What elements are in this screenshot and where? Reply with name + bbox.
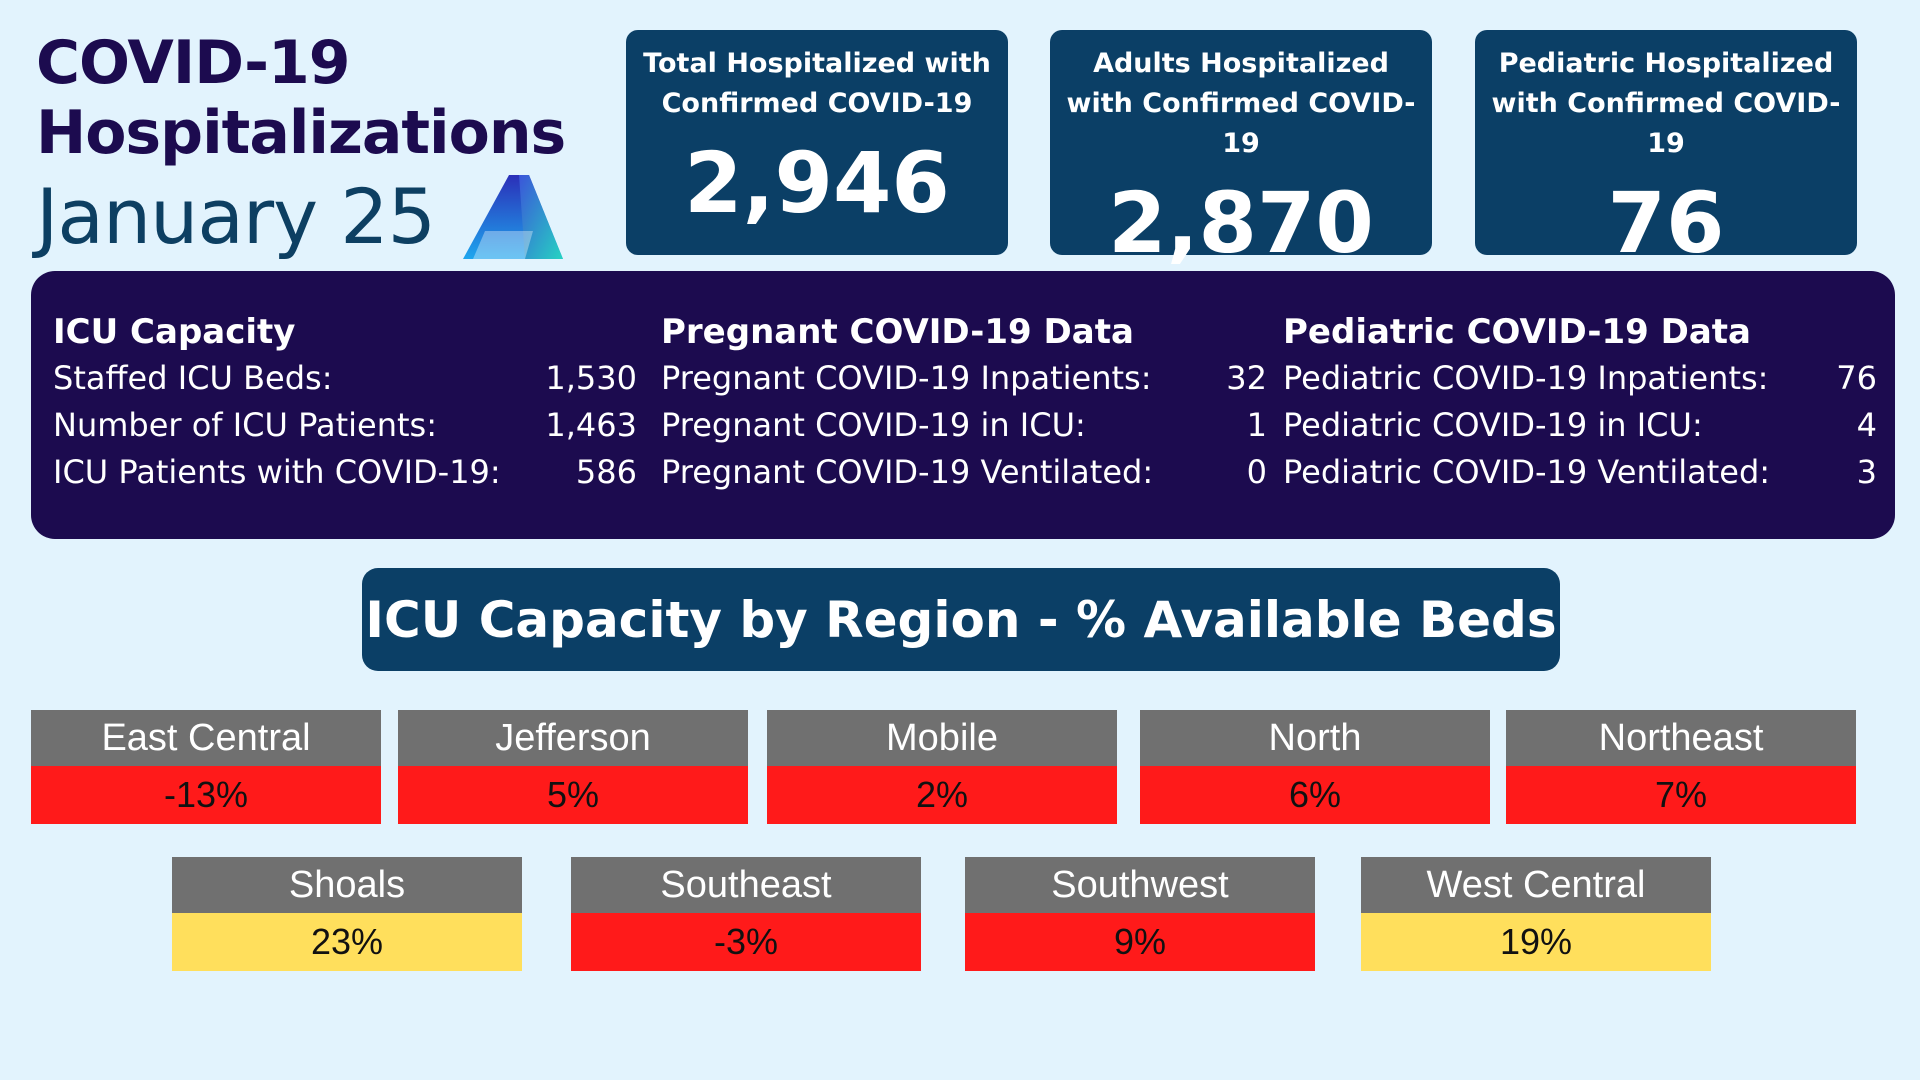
- stat-label: Pediatric Hospitalized with Confirmed CO…: [1491, 48, 1841, 159]
- info-row: Pediatric COVID-19 Inpatients: 76: [1283, 355, 1877, 402]
- region-tile-southeast: Southeast -3%: [571, 857, 921, 971]
- region-name: Southeast: [571, 857, 921, 913]
- region-tile-jefferson: Jefferson 5%: [398, 710, 748, 824]
- row-value: 1,463: [545, 406, 637, 444]
- region-name: Jefferson: [398, 710, 748, 766]
- region-value: -13%: [31, 766, 381, 824]
- region-value: 9%: [965, 913, 1315, 971]
- region-value: 23%: [172, 913, 522, 971]
- region-value: 6%: [1140, 766, 1490, 824]
- row-label: Pediatric COVID-19 Inpatients:: [1283, 359, 1769, 397]
- info-row: Pediatric COVID-19 Ventilated: 3: [1283, 449, 1877, 496]
- triangle-a-logo-icon: [462, 175, 563, 259]
- info-row: Number of ICU Patients: 1,463: [53, 402, 637, 449]
- region-tile-shoals: Shoals 23%: [172, 857, 522, 971]
- info-panel: ICU Capacity Staffed ICU Beds: 1,530 Num…: [31, 271, 1895, 539]
- info-row: Pregnant COVID-19 Ventilated: 0: [661, 449, 1267, 496]
- icu-capacity-section: ICU Capacity Staffed ICU Beds: 1,530 Num…: [53, 309, 637, 496]
- row-label: Pregnant COVID-19 Ventilated:: [661, 453, 1154, 491]
- page-title-line2: Hospitalizations: [36, 98, 566, 168]
- row-value: 3: [1856, 453, 1877, 491]
- region-name: East Central: [31, 710, 381, 766]
- info-row: Pregnant COVID-19 in ICU: 1: [661, 402, 1267, 449]
- page-title-line1: COVID-19: [36, 28, 351, 98]
- stat-card-adults: Adults Hospitalized with Confirmed COVID…: [1050, 30, 1432, 268]
- region-name: West Central: [1361, 857, 1711, 913]
- stat-label: Total Hospitalized with Confirmed COVID-…: [643, 48, 991, 119]
- region-tile-northeast: Northeast 7%: [1506, 710, 1856, 824]
- report-date: January 25: [36, 172, 436, 261]
- stat-label: Adults Hospitalized with Confirmed COVID…: [1066, 48, 1416, 159]
- row-label: Pregnant COVID-19 in ICU:: [661, 406, 1086, 444]
- row-value: 32: [1226, 359, 1267, 397]
- region-tile-north: North 6%: [1140, 710, 1490, 824]
- section-title: Pediatric COVID-19 Data: [1283, 312, 1751, 352]
- region-value: 5%: [398, 766, 748, 824]
- section-title: ICU Capacity: [53, 312, 296, 352]
- row-label: Number of ICU Patients:: [53, 406, 437, 444]
- info-row: ICU Patients with COVID-19: 586: [53, 449, 637, 496]
- region-tile-east-central: East Central -13%: [31, 710, 381, 824]
- region-value: 7%: [1506, 766, 1856, 824]
- row-value: 1,530: [545, 359, 637, 397]
- row-value: 76: [1836, 359, 1877, 397]
- stat-card-total: Total Hospitalized with Confirmed COVID-…: [626, 30, 1008, 255]
- pediatric-data-section: Pediatric COVID-19 Data Pediatric COVID-…: [1283, 309, 1877, 496]
- row-label: Pregnant COVID-19 Inpatients:: [661, 359, 1152, 397]
- row-value: 0: [1246, 453, 1267, 491]
- pregnant-data-section: Pregnant COVID-19 Data Pregnant COVID-19…: [661, 309, 1267, 496]
- stat-value: 76: [1607, 174, 1725, 272]
- region-tile-mobile: Mobile 2%: [767, 710, 1117, 824]
- region-value: 19%: [1361, 913, 1711, 971]
- region-tile-west-central: West Central 19%: [1361, 857, 1711, 971]
- date-row: January 25: [36, 172, 596, 262]
- row-label: Staffed ICU Beds:: [53, 359, 333, 397]
- region-name: Mobile: [767, 710, 1117, 766]
- region-name: Shoals: [172, 857, 522, 913]
- region-value: 2%: [767, 766, 1117, 824]
- row-value: 1: [1246, 406, 1267, 444]
- region-name: North: [1140, 710, 1490, 766]
- info-row: Pregnant COVID-19 Inpatients: 32: [661, 355, 1267, 402]
- row-value: 586: [575, 453, 637, 491]
- stat-value: 2,870: [1108, 174, 1374, 272]
- row-value: 4: [1856, 406, 1877, 444]
- region-banner: ICU Capacity by Region - % Available Bed…: [362, 568, 1560, 671]
- stat-value: 2,946: [684, 134, 950, 232]
- header: COVID-19 Hospitalizations January 25: [36, 28, 596, 262]
- info-row: Pediatric COVID-19 in ICU: 4: [1283, 402, 1877, 449]
- region-tile-southwest: Southwest 9%: [965, 857, 1315, 971]
- row-label: ICU Patients with COVID-19:: [53, 453, 501, 491]
- row-label: Pediatric COVID-19 Ventilated:: [1283, 453, 1771, 491]
- region-value: -3%: [571, 913, 921, 971]
- section-title: Pregnant COVID-19 Data: [661, 312, 1134, 352]
- region-name: Northeast: [1506, 710, 1856, 766]
- region-name: Southwest: [965, 857, 1315, 913]
- stat-card-pediatric: Pediatric Hospitalized with Confirmed CO…: [1475, 30, 1857, 268]
- info-row: Staffed ICU Beds: 1,530: [53, 355, 637, 402]
- row-label: Pediatric COVID-19 in ICU:: [1283, 406, 1703, 444]
